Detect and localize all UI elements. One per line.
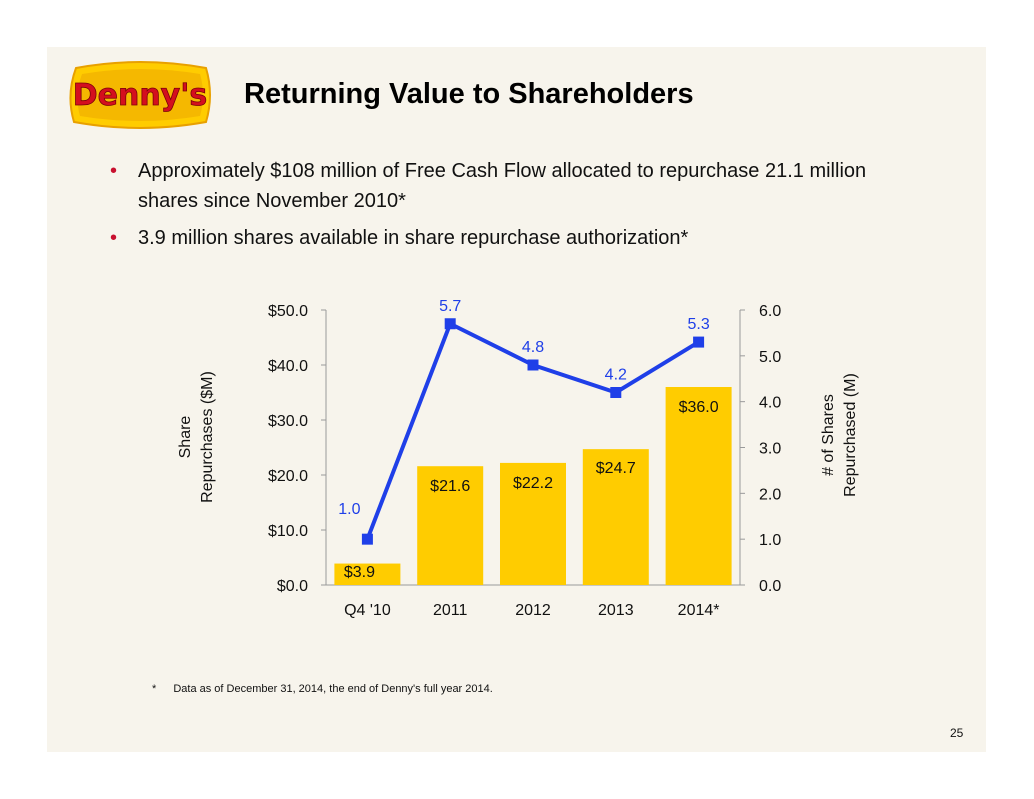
footnote: * Data as of December 31, 2014, the end … bbox=[152, 683, 493, 695]
left-axis-tick-label: $10.0 bbox=[268, 523, 308, 540]
left-axis-tick-label: $20.0 bbox=[268, 468, 308, 485]
slide-background bbox=[47, 47, 986, 752]
bar bbox=[334, 563, 401, 585]
bar-data-label: $3.9 bbox=[344, 564, 375, 581]
line-data-label: 5.7 bbox=[439, 298, 461, 315]
right-axis-tick-label: 0.0 bbox=[759, 578, 781, 595]
left-axis-tick-label: $30.0 bbox=[268, 413, 308, 430]
left-axis-tick-label: $40.0 bbox=[268, 358, 308, 375]
right-axis-tick-label: 1.0 bbox=[759, 532, 781, 549]
bullet-text: 3.9 million shares available in share re… bbox=[138, 227, 689, 249]
line-data-label: 4.2 bbox=[605, 367, 627, 384]
svg-text:Denny's: Denny's bbox=[73, 78, 208, 113]
right-axis-tick-label: 4.0 bbox=[759, 395, 781, 412]
bar-data-label: $24.7 bbox=[596, 460, 636, 477]
bar bbox=[500, 462, 566, 585]
bar-data-label: $36.0 bbox=[679, 399, 719, 416]
x-axis-tick-label: 2011 bbox=[433, 602, 468, 619]
bullet-item: • Approximately $108 million of Free Cas… bbox=[110, 156, 910, 216]
footnote-text: Data as of December 31, 2014, the end of… bbox=[173, 683, 493, 695]
x-axis-tick-label: 2012 bbox=[515, 602, 551, 619]
x-axis-tick-label: 2014* bbox=[678, 602, 720, 619]
right-axis-title: # of Shares bbox=[820, 394, 837, 476]
right-axis-tick-label: 6.0 bbox=[759, 303, 781, 320]
left-axis-tick-label: $0.0 bbox=[277, 578, 308, 595]
line-point-marker bbox=[693, 336, 705, 348]
bar bbox=[665, 387, 732, 585]
left-axis-tick-label: $50.0 bbox=[268, 303, 308, 320]
line-point-marker bbox=[527, 359, 539, 371]
bar bbox=[417, 466, 484, 585]
bar bbox=[582, 449, 649, 585]
right-axis-tick-label: 5.0 bbox=[759, 349, 781, 366]
page-title: Returning Value to Shareholders bbox=[244, 78, 694, 110]
line-data-label: 1.0 bbox=[338, 501, 360, 518]
right-axis-tick-label: 2.0 bbox=[759, 486, 781, 503]
line-point-marker bbox=[444, 318, 456, 330]
bullet-item: • 3.9 million shares available in share … bbox=[110, 223, 910, 253]
left-axis-title: Share bbox=[177, 416, 194, 459]
bullet-dot-icon: • bbox=[110, 227, 118, 249]
bullet-list: • Approximately $108 million of Free Cas… bbox=[110, 156, 910, 260]
bullet-text: Approximately $108 million of Free Cash … bbox=[138, 160, 867, 212]
bullet-dot-icon: • bbox=[110, 160, 118, 182]
dennys-logo: Denny's bbox=[69, 61, 211, 129]
bar-data-label: $21.6 bbox=[430, 478, 470, 495]
footnote-marker: * bbox=[152, 683, 157, 695]
page-number: 25 bbox=[950, 726, 964, 740]
right-axis-tick-label: 3.0 bbox=[759, 441, 781, 458]
line-data-label: 5.3 bbox=[687, 316, 709, 333]
bar-data-label: $22.2 bbox=[513, 475, 553, 492]
left-axis-title: Repurchases ($M) bbox=[199, 371, 216, 503]
line-data-label: 4.8 bbox=[522, 339, 544, 356]
x-axis-tick-label: Q4 '10 bbox=[344, 602, 391, 619]
line-point-marker bbox=[361, 533, 373, 545]
line-point-marker bbox=[610, 387, 622, 398]
x-axis-tick-label: 2013 bbox=[598, 602, 634, 619]
right-axis-title: Repurchased (M) bbox=[842, 373, 859, 497]
